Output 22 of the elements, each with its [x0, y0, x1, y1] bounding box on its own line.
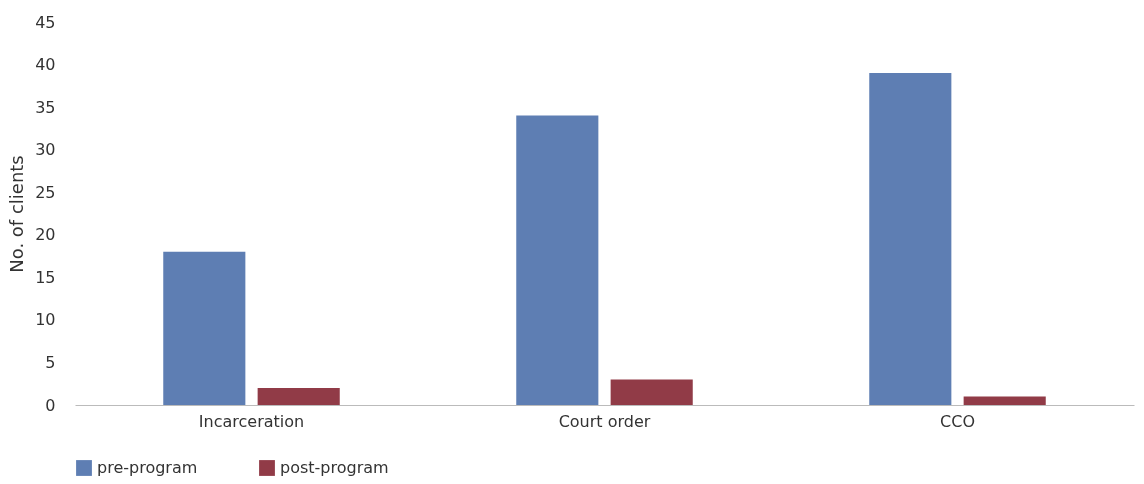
- y-tick-label: 10: [35, 310, 56, 330]
- y-tick-label: 45: [35, 12, 56, 32]
- y-tick-label: 25: [35, 182, 56, 202]
- y-axis-title: No. of clients: [6, 155, 28, 273]
- x-tick-label: Incarceration: [198, 411, 305, 431]
- legend-label: post-program: [280, 458, 389, 477]
- y-tick-label: 5: [45, 352, 56, 372]
- bar: [163, 251, 246, 405]
- bar: [610, 379, 693, 405]
- bar: [963, 396, 1046, 405]
- x-tick-label: Court order: [558, 411, 651, 431]
- y-tick-label: 40: [35, 55, 56, 75]
- y-tick-label: 20: [35, 225, 56, 245]
- x-tick-label: CCO: [940, 411, 975, 431]
- bar: [869, 73, 952, 405]
- legend-label: pre-program: [97, 458, 198, 477]
- bar: [516, 115, 599, 405]
- y-tick-label: 15: [35, 267, 56, 287]
- y-tick-label: 0: [45, 395, 56, 415]
- y-tick-label: 30: [35, 140, 56, 160]
- bar: [257, 387, 340, 405]
- y-tick-label: 35: [35, 97, 56, 117]
